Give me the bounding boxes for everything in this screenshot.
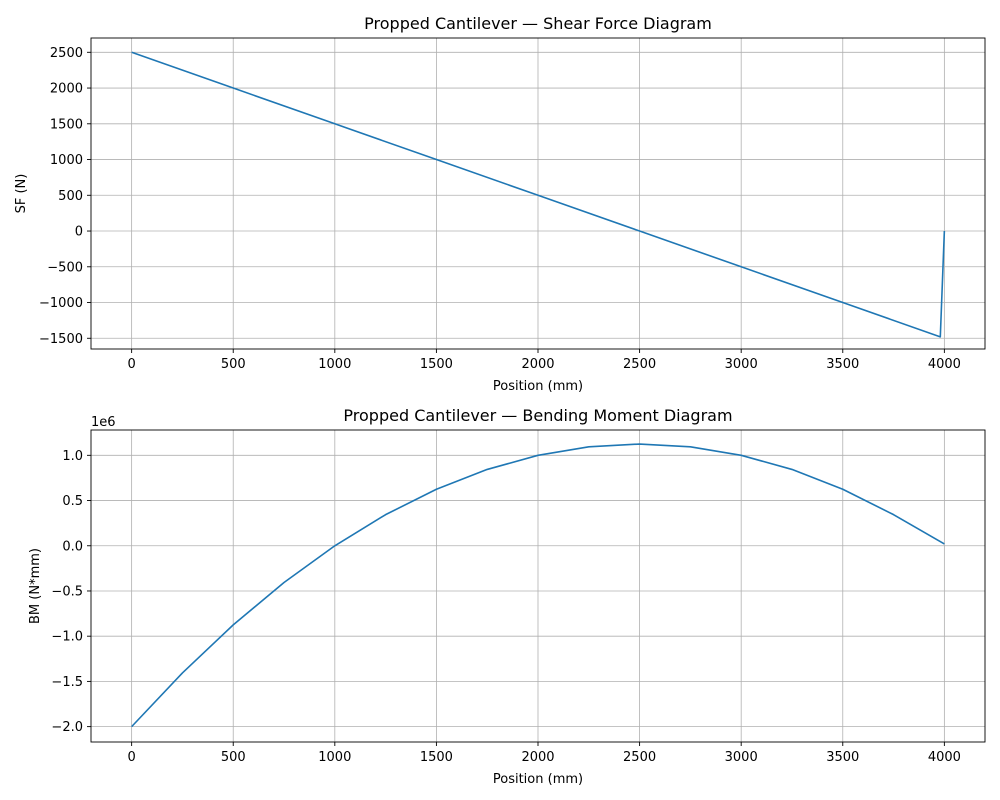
series-line <box>131 443 945 728</box>
x-tick-label: 2500 <box>623 357 656 372</box>
x-tick-label: 4000 <box>928 357 961 372</box>
chart-1: 0 500 1000 1500 2000 2500 3000 3500 4000 −1500 −10… <box>14 14 986 394</box>
y-tick-label: −1.0 <box>51 630 83 645</box>
x-axis-label: Position (mm) <box>493 379 583 394</box>
x-tick-label: 1500 <box>420 750 453 765</box>
chart-title: Propped Cantilever — Bending Moment Diag… <box>343 406 732 425</box>
y-tick-label: 0 <box>75 225 83 240</box>
y-tick-label: 1.0 <box>62 449 83 464</box>
chart-2: 0 500 1000 1500 2000 2500 3000 3500 4000 −2.0 −1.5… <box>28 406 986 787</box>
x-tick-label: 3000 <box>725 750 758 765</box>
y-tick-label: −2.0 <box>51 720 83 735</box>
y-tick-label: 2000 <box>50 82 83 97</box>
y-tick-label: 1000 <box>50 153 83 168</box>
x-tick-label: 4000 <box>928 750 961 765</box>
x-tick-label: 1000 <box>318 357 351 372</box>
x-tick-label: 1000 <box>318 750 351 765</box>
y-tick-label: 500 <box>58 189 83 204</box>
y-tick-label: −1500 <box>39 332 83 347</box>
y-tick-label: 0.0 <box>62 539 83 554</box>
y-tick-label: 2500 <box>50 46 83 61</box>
y-tick-label: −500 <box>47 260 83 275</box>
y-axis-label: BM (N*mm) <box>28 548 43 624</box>
x-tick-label: 2000 <box>521 750 554 765</box>
chart-title: Propped Cantilever — Shear Force Diagram <box>364 14 712 33</box>
x-tick-label: 0 <box>127 357 135 372</box>
x-tick-label: 2000 <box>521 357 554 372</box>
x-tick-label: 2500 <box>623 750 656 765</box>
x-tick-label: 1500 <box>420 357 453 372</box>
x-tick-label: 500 <box>221 357 246 372</box>
x-tick-label: 0 <box>127 750 135 765</box>
axis-scale-label: 1e6 <box>91 415 116 430</box>
x-tick-label: 3500 <box>826 750 859 765</box>
x-tick-label: 3500 <box>826 357 859 372</box>
y-axis-label: SF (N) <box>14 174 29 214</box>
y-tick-label: 1500 <box>50 117 83 132</box>
x-tick-label: 500 <box>221 750 246 765</box>
y-tick-label: −0.5 <box>51 584 83 599</box>
x-axis-label: Position (mm) <box>493 772 583 787</box>
y-tick-label: −1000 <box>39 296 83 311</box>
y-tick-label: 0.5 <box>62 494 83 509</box>
series-line <box>131 51 946 338</box>
y-tick-label: −1.5 <box>51 675 83 690</box>
x-tick-label: 3000 <box>725 357 758 372</box>
